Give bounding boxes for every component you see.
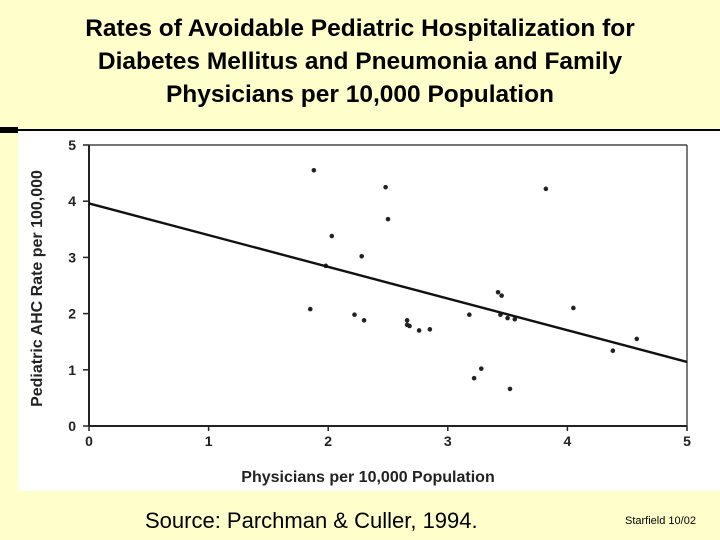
data-point [359,253,364,259]
scatter-chart: 0 1 2 3 4 5 0 1 2 3 4 5 Physicians per 10,000 Popul… [29,137,691,486]
data-point [311,167,317,173]
data-point [571,305,576,311]
y-tick-label: 0 [68,418,76,434]
y-axis-label: Pediatric AHC Rate per 100,000 [29,170,46,407]
data-point [499,293,504,298]
y-tick-label: 3 [68,249,76,265]
x-tick-label: 1 [205,433,213,449]
data-point [404,318,410,323]
data-point [416,328,422,333]
y-tick-label: 5 [68,137,76,153]
y-tick-label: 2 [68,306,76,322]
title-divider [0,129,720,131]
title-divider-tab [0,127,18,133]
data-point [467,312,472,318]
data-point [505,315,510,321]
x-tick-label: 5 [683,433,691,449]
data-point [404,322,410,328]
slide-title: Rates of Avoidable Pediatric Hospitaliza… [10,12,710,111]
data-point [512,316,518,322]
data-point [471,375,477,381]
x-tick-label: 2 [324,433,332,449]
source-citation: Source: Parchman & Culler, 1994. [145,508,478,533]
data-point [361,318,367,323]
data-point [329,233,335,239]
data-point [307,306,313,312]
x-tick-label: 3 [444,433,452,449]
chart-trendline [88,202,688,364]
x-tick-label: 4 [564,433,572,449]
data-point [543,186,549,192]
x-axis-label: Physicians per 10,000 Population [241,469,494,486]
chart-points [307,167,640,392]
chart-axes [88,144,688,427]
data-point [352,312,357,318]
data-point [427,327,433,332]
data-point [507,386,513,392]
data-point [478,366,484,371]
data-point [495,289,501,295]
slide-title-line-2: Diabetes Mellitus and Pneumonia and Fami… [97,48,623,75]
regression-line [88,202,688,364]
y-tick-label: 4 [68,193,76,209]
data-point [383,184,388,190]
y-tick-label: 1 [68,362,76,378]
x-tick-label: 0 [85,433,93,449]
footnote-credit: Starfield 10/02 [625,515,696,527]
chart-ticks: 0 1 2 3 4 5 0 1 2 3 4 5 [68,137,691,449]
data-point [634,336,640,342]
data-point [385,216,391,222]
scanned-figure-background [18,131,720,491]
data-point [610,348,616,353]
slide-title-line-1: Rates of Avoidable Pediatric Hospitaliza… [85,15,635,42]
slide-title-line-3: Physicians per 10,000 Population [165,81,555,108]
